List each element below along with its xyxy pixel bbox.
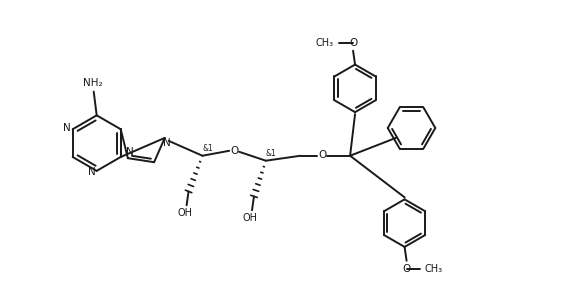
Text: CH₃: CH₃	[425, 264, 443, 274]
Text: O: O	[230, 146, 238, 156]
Text: OH: OH	[177, 208, 192, 218]
Text: &1: &1	[202, 144, 213, 153]
Text: &1: &1	[266, 149, 276, 158]
Text: O: O	[318, 150, 327, 160]
Text: NH₂: NH₂	[83, 78, 103, 88]
Text: OH: OH	[243, 213, 258, 223]
Text: N: N	[163, 138, 171, 148]
Text: N: N	[63, 123, 70, 133]
Text: N: N	[88, 167, 96, 177]
Text: O: O	[349, 38, 357, 48]
Text: N: N	[126, 147, 134, 157]
Text: O: O	[403, 264, 411, 274]
Text: CH₃: CH₃	[315, 38, 333, 48]
